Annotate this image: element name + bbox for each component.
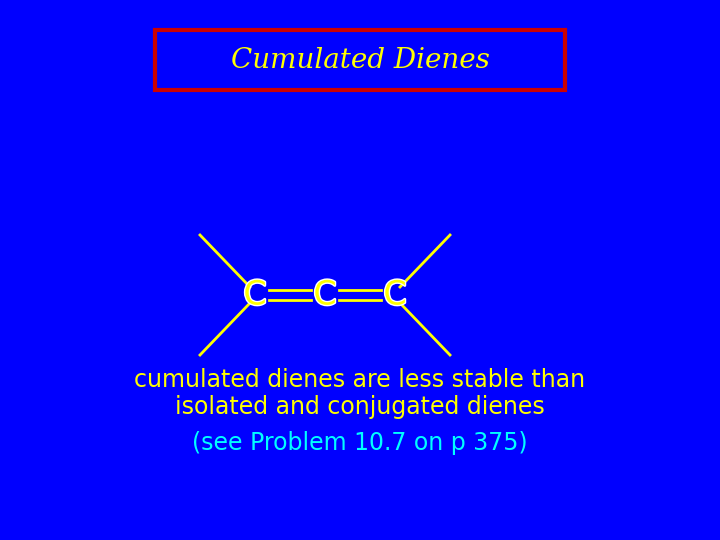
Text: isolated and conjugated dienes: isolated and conjugated dienes [175, 395, 545, 419]
Text: (see Problem 10.7 on p 375): (see Problem 10.7 on p 375) [192, 431, 528, 455]
FancyBboxPatch shape [155, 30, 565, 90]
Text: cumulated dienes are less stable than: cumulated dienes are less stable than [135, 368, 585, 392]
Text: Cumulated Dienes: Cumulated Dienes [230, 46, 490, 73]
Text: C: C [243, 279, 266, 312]
Text: C: C [383, 279, 407, 312]
Text: C: C [313, 279, 337, 312]
